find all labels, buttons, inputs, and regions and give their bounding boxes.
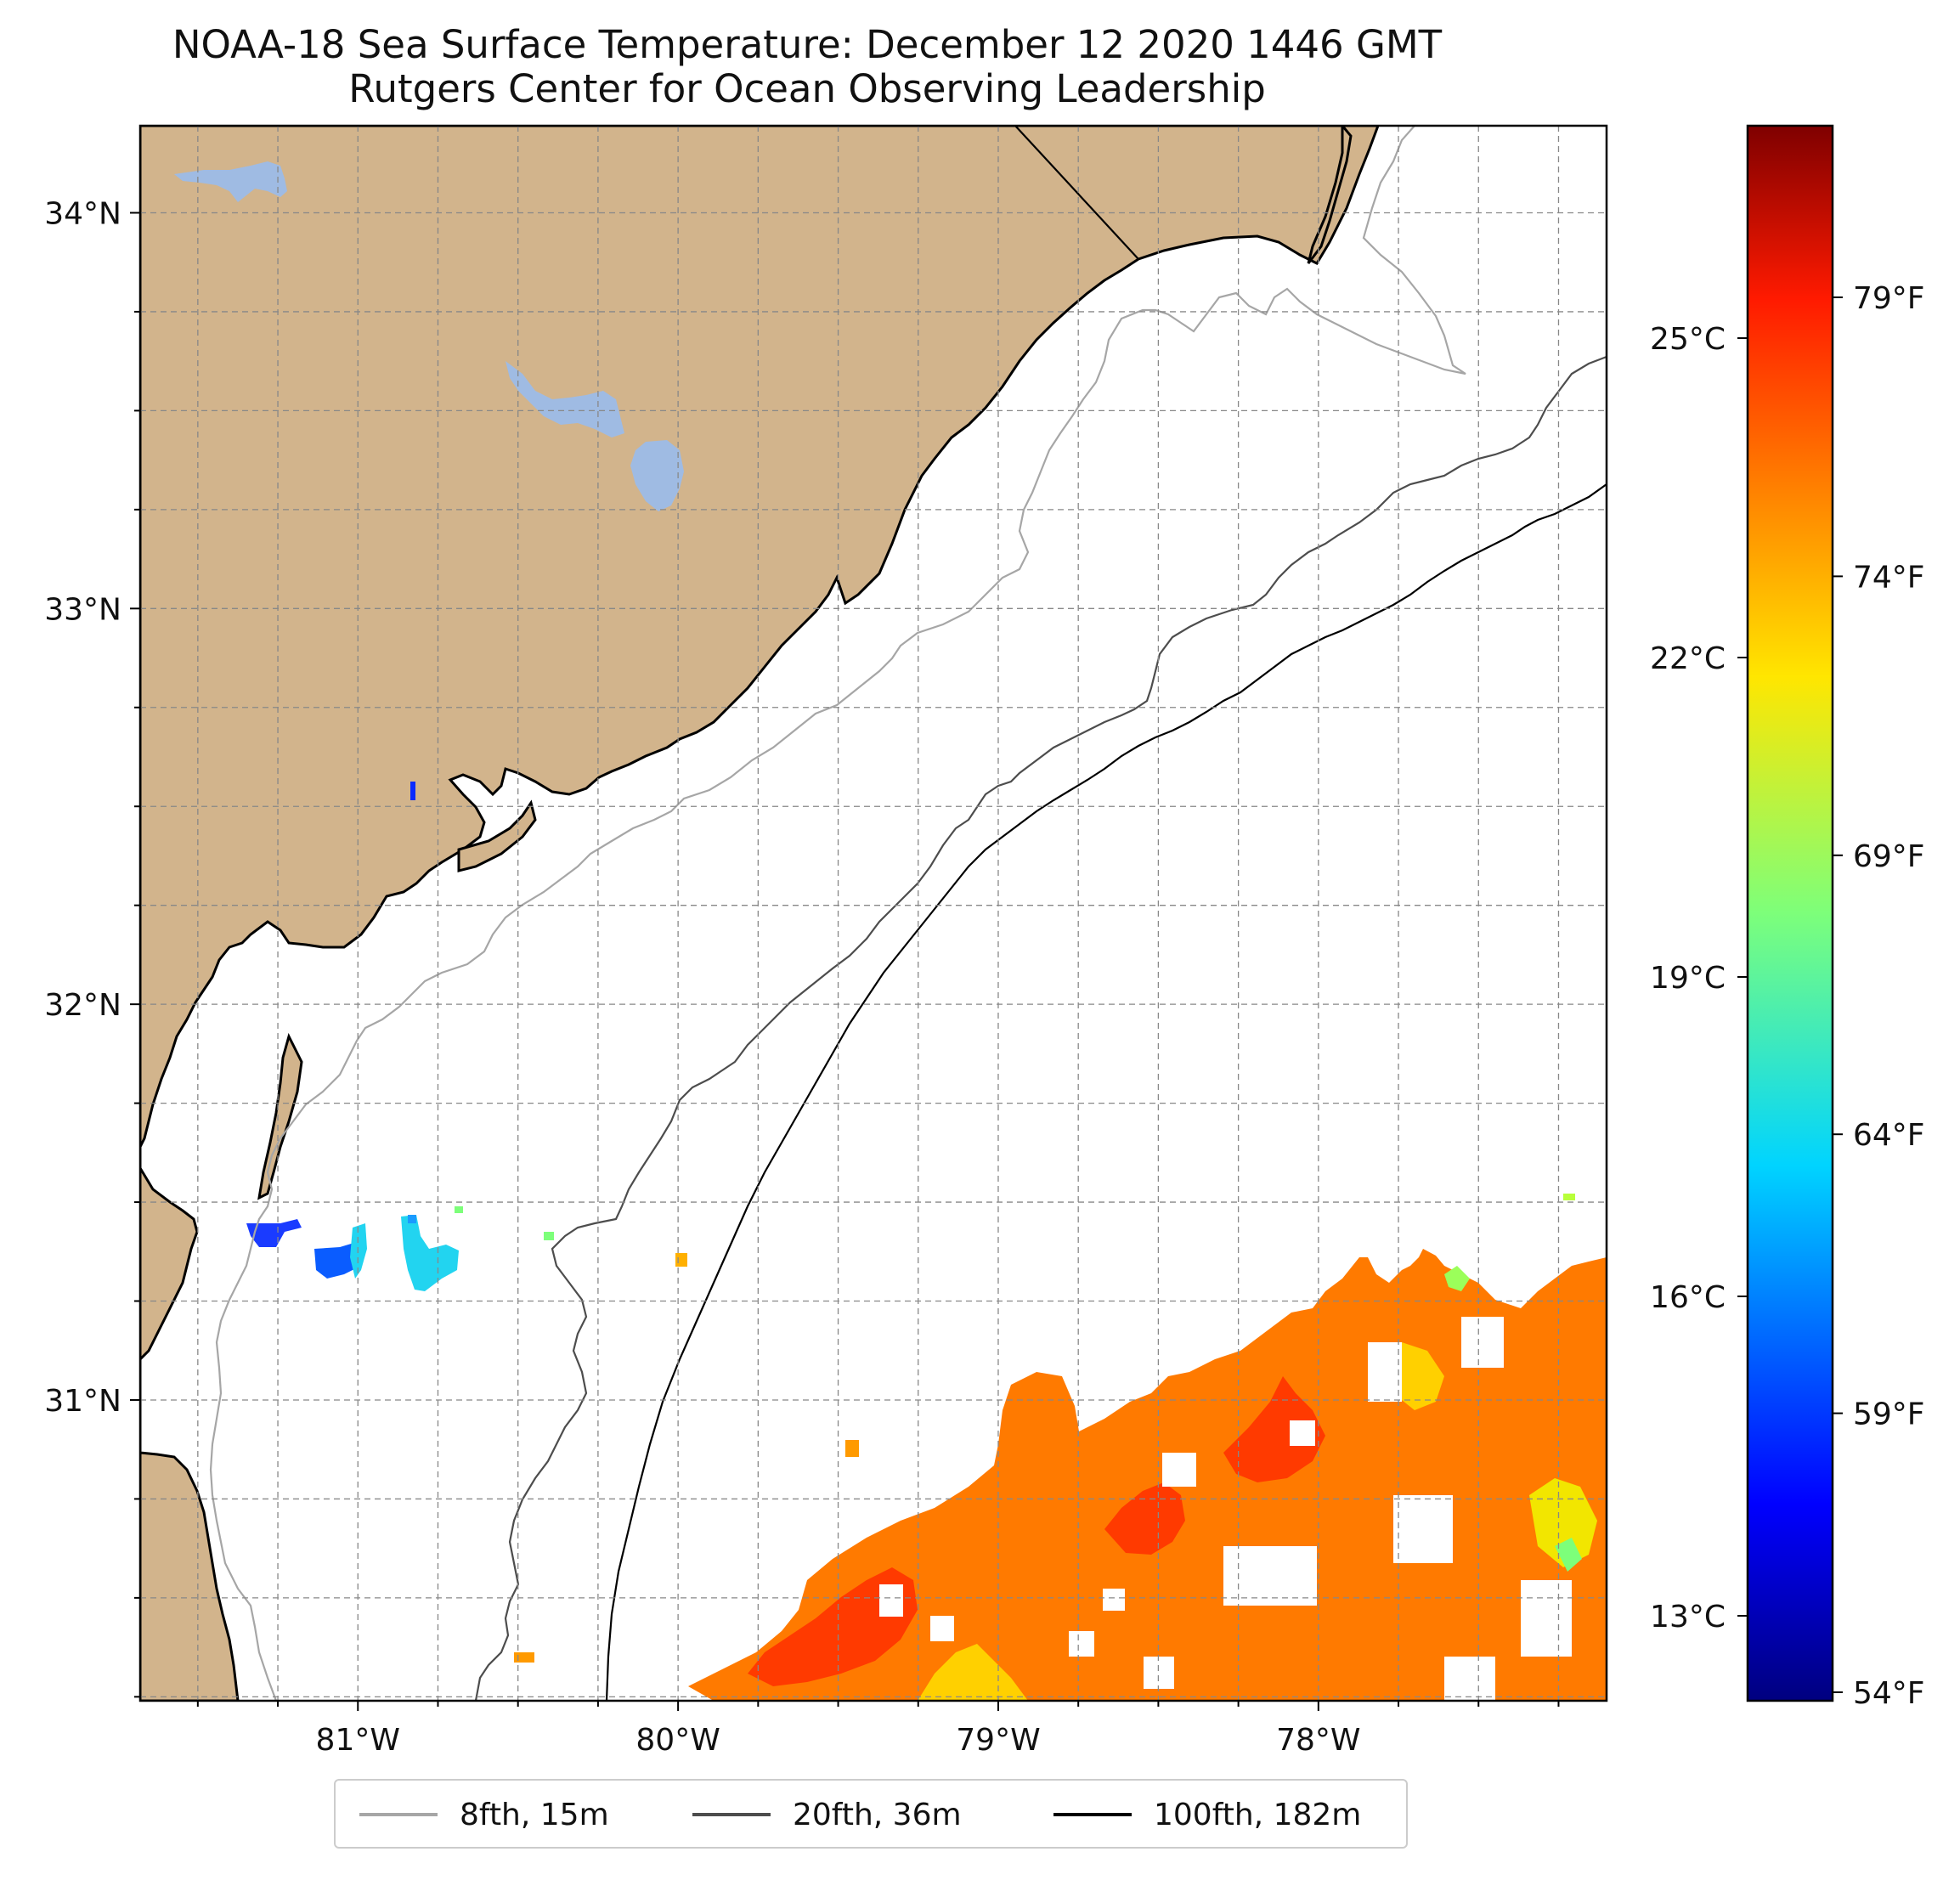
land-mass — [140, 126, 1380, 1701]
fahrenheit-tick-label: 54°F — [1853, 1676, 1925, 1711]
colorbar-fahrenheit-ticks: 79°F 74°F 69°F 64°F 59°F 54°F — [1833, 281, 1925, 1711]
sst-green-region — [1555, 1538, 1582, 1572]
fahrenheit-tick-label: 69°F — [1853, 839, 1925, 874]
sst-pixel — [544, 1232, 554, 1240]
legend-item-100fth: 100fth, 182m — [1053, 1796, 1361, 1833]
fahrenheit-tick-label: 64°F — [1853, 1118, 1925, 1153]
x-tick-label: 79°W — [956, 1723, 1040, 1758]
x-tick-label: 78°W — [1276, 1723, 1360, 1758]
cloud-gap — [1368, 1342, 1402, 1402]
fahrenheit-tick-label: 59°F — [1853, 1397, 1925, 1432]
map-area — [140, 126, 1607, 1701]
contour-legend: 8fth, 15m 20fth, 36m 100fth, 182m — [334, 1779, 1408, 1849]
sst-pixel — [1563, 1194, 1575, 1200]
barrier-island — [1307, 126, 1353, 264]
legend-item-8fth: 8fth, 15m — [359, 1796, 609, 1833]
sst-cloud-gaps — [879, 1317, 1572, 1701]
celsius-tick-label: 16°C — [1650, 1280, 1726, 1315]
sst-pixel — [410, 782, 415, 800]
fahrenheit-tick-label: 79°F — [1853, 281, 1925, 316]
contour-20fth — [474, 355, 1607, 1701]
state-border — [1014, 126, 1139, 260]
sst-hot-region — [748, 1567, 918, 1686]
barrier-island — [257, 1032, 303, 1200]
cloud-gap — [1144, 1657, 1174, 1689]
gridlines — [140, 126, 1607, 1701]
colorbar-celsius-ticks: 25°C 22°C 19°C 16°C 13°C — [1650, 322, 1748, 1634]
cloud-gap — [1393, 1495, 1453, 1563]
celsius-tick-label: 22°C — [1650, 641, 1726, 676]
y-tick-label: 34°N — [44, 196, 121, 231]
celsius-tick-label: 19°C — [1650, 961, 1726, 996]
legend-swatch-20fth — [692, 1813, 771, 1816]
cloud-gap — [1223, 1546, 1317, 1606]
sst-pixel — [845, 1440, 859, 1457]
lake-moultrie — [630, 440, 684, 511]
x-tick-label: 80°W — [635, 1723, 720, 1758]
celsius-tick-label: 25°C — [1650, 322, 1726, 357]
sst-hot-region — [1104, 1482, 1185, 1555]
legend-item-20fth: 20fth, 36m — [692, 1796, 962, 1833]
contour-8fth — [209, 126, 1466, 1701]
sst-hot-region — [1223, 1376, 1325, 1482]
sst-pixel — [514, 1652, 534, 1663]
sst-pixel — [408, 1215, 416, 1223]
cloud-gap — [1521, 1580, 1572, 1657]
sst-cool-region — [401, 1215, 459, 1291]
legend-label-8fth: 8fth, 15m — [460, 1797, 609, 1832]
y-tick-label: 33°N — [44, 592, 121, 627]
sst-cold-region — [246, 1219, 302, 1247]
barrier-island — [457, 799, 537, 872]
cloud-gap — [1461, 1317, 1504, 1368]
cloud-gap — [1290, 1420, 1315, 1446]
cloud-gap — [930, 1616, 954, 1641]
sst-pixel — [675, 1253, 687, 1267]
figure-title: NOAA-18 Sea Surface Temperature: Decembe… — [172, 22, 1443, 67]
cloud-gap — [1162, 1453, 1196, 1487]
legend-swatch-8fth — [359, 1813, 438, 1816]
celsius-tick-label: 13°C — [1650, 1600, 1726, 1634]
lake-marion — [506, 361, 624, 438]
figure-subtitle: Rutgers Center for Ocean Observing Leade… — [348, 66, 1266, 111]
cloud-gap — [1069, 1631, 1094, 1657]
sst-cool-region — [350, 1223, 367, 1279]
y-axis-ticks: 34°N 33°N 32°N 31°N — [44, 196, 140, 1698]
fahrenheit-tick-label: 74°F — [1853, 560, 1925, 595]
legend-swatch-100fth — [1053, 1813, 1132, 1816]
lake-north — [174, 161, 287, 202]
cloud-gap — [1103, 1589, 1125, 1611]
cloud-gap — [879, 1584, 903, 1617]
legend-label-20fth: 20fth, 36m — [793, 1797, 962, 1832]
y-tick-label: 31°N — [44, 1384, 121, 1419]
sst-yellow-region — [918, 1644, 1028, 1701]
sst-green-region — [1444, 1266, 1470, 1291]
x-axis-ticks: 81°W 80°W 79°W 78°W — [196, 1701, 1560, 1758]
y-tick-label: 32°N — [44, 988, 121, 1023]
sst-yellow-region — [1529, 1478, 1597, 1567]
x-tick-label: 81°W — [316, 1723, 400, 1758]
contour-100fth — [605, 483, 1607, 1701]
map-frame — [138, 124, 1608, 1702]
legend-label-100fth: 100fth, 182m — [1154, 1797, 1362, 1832]
cloud-gap — [1444, 1657, 1495, 1701]
colorbar — [1746, 124, 1834, 1702]
sst-pixel — [455, 1206, 463, 1213]
